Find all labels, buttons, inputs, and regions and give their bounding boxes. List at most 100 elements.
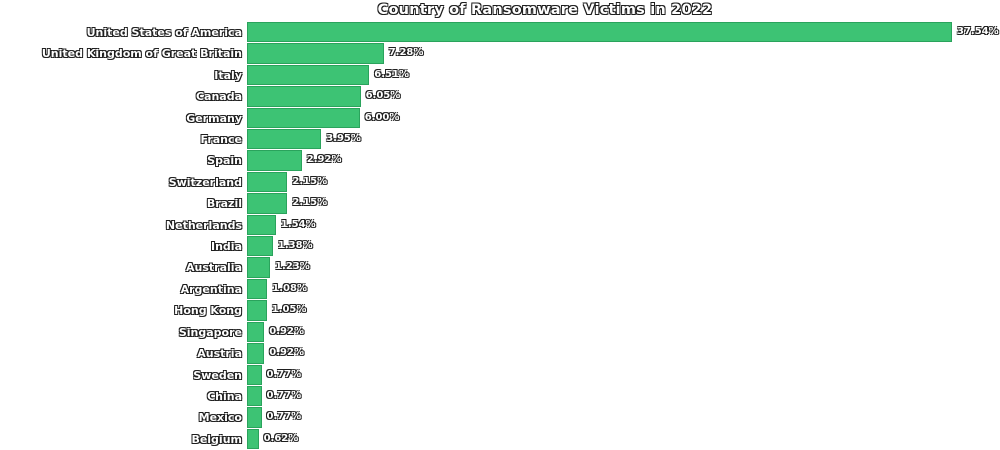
bar [247,364,262,385]
value-label: 3.95% [326,133,361,145]
value-label: 2.92% [306,154,342,166]
bar-area: 0.62% [247,428,1000,450]
value-label: 2.15% [292,197,328,209]
value-label: 1.54% [280,218,316,230]
value-label: 0.62% [263,432,299,444]
bar-area: 1.54% [247,214,1000,236]
bar-area: 7.28% [247,43,1000,64]
bar [247,64,370,86]
bar [247,407,262,428]
category-label: Mexico [198,411,242,425]
bar-area: 2.92% [247,150,1000,171]
bar-row: Mexico 0.77% [0,407,1000,428]
chart-title: Country of Ransomware Victims in 2022 [377,2,713,18]
bar [247,236,273,257]
bar-area: 1.38% [247,236,1000,257]
bar-area: 2.15% [247,171,1000,193]
bar-area: 0.92% [247,321,1000,343]
bar-row: United States of America 37.54% [0,22,1000,43]
bar [247,385,262,407]
bar-area: 0.77% [247,407,1000,428]
category-label: Singapore [178,325,242,339]
category-label: Belgium [191,432,242,446]
value-label: 0.92% [269,325,304,337]
chart-rows: United States of America 37.54% United Kin… [0,22,1000,450]
bar [247,428,259,450]
bar-row: Brazil 2.15% [0,193,1000,214]
bar [247,43,384,64]
bar-row: United Kingdom of Great Britain 7.28% [0,43,1000,64]
bar-area: 6.05% [247,86,1000,107]
category-label: Switzerland [168,175,242,189]
bar [247,86,361,107]
category-label: China [207,389,242,403]
bar-area: 6.00% [247,107,1000,129]
category-label: Brazil [206,197,242,211]
category-label: Australia [186,261,242,275]
bar [247,343,265,364]
value-label: 0.92% [269,347,304,359]
category-label: Sweden [193,368,242,382]
bar [247,129,322,150]
category-label: India [211,240,242,254]
bar [247,107,360,129]
bar-row: Italy 6.51% [0,64,1000,86]
category-label: Italy [214,68,242,82]
value-label: 1.23% [275,261,310,273]
bar [247,193,288,214]
bar-row: Belgium 0.62% [0,428,1000,450]
bar-area: 6.51% [247,64,1000,86]
value-label: 7.28% [388,47,424,59]
bar-area: 0.77% [247,364,1000,386]
value-label: 1.08% [272,282,307,294]
bar-area: 0.77% [247,385,1000,407]
category-label: Argentina [180,282,242,296]
bar [247,300,267,321]
value-label: 0.77% [266,389,302,401]
value-label: 6.05% [365,90,401,102]
bar-row: Spain 2.92% [0,150,1000,171]
bar-row: Argentina 1.08% [0,278,1000,300]
bar-area: 3.95% [247,129,1000,150]
bar-area: 2.15% [247,193,1000,214]
category-label: United Kingdom of Great Britain [41,47,242,61]
bar-area: 0.92% [247,343,1000,364]
bar [247,321,265,343]
bar-row: Australia 1.23% [0,257,1000,278]
category-label: France [200,133,242,147]
bar-area: 37.54% [247,22,1000,43]
value-label: 0.77% [266,411,302,423]
bar-row: Switzerland 2.15% [0,171,1000,193]
value-label: 37.54% [957,26,999,37]
bar-area: 1.05% [247,300,1000,321]
bar-row: India 1.38% [0,236,1000,257]
category-label: Austria [197,347,242,361]
bar-row: China 0.77% [0,385,1000,407]
value-label: 6.00% [364,111,400,123]
value-label: 1.05% [271,304,307,316]
category-label: United States of America [86,26,242,39]
bar [247,257,271,278]
bar-area: 1.08% [247,278,1000,300]
bar [247,214,276,236]
category-label: Netherlands [165,218,242,232]
bar-row: Singapore 0.92% [0,321,1000,343]
category-label: Canada [195,90,242,104]
bar-row: Sweden 0.77% [0,364,1000,386]
value-label: 6.51% [374,68,409,80]
category-label: Germany [186,111,242,125]
bar [247,278,268,300]
category-label: Hong Kong [174,304,242,318]
bar-row: Hong Kong 1.05% [0,300,1000,321]
bar [247,171,288,193]
bar [247,22,952,43]
value-label: 1.38% [277,240,313,252]
bar-row: Germany 6.00% [0,107,1000,129]
bar-area: 1.23% [247,257,1000,278]
value-label: 0.77% [266,368,302,380]
bar-row: Austria 0.92% [0,343,1000,364]
bar-row: France 3.95% [0,129,1000,150]
bar [247,150,302,171]
category-label: Spain [207,154,242,168]
